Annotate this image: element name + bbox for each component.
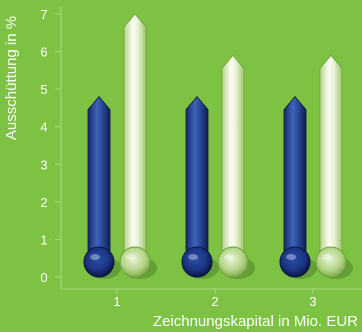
bar-bulb [279,246,311,278]
x-tick-label: 3 [309,294,316,309]
bar-light-3 [315,54,353,279]
y-tick-label: 6 [40,45,47,60]
bulb-highlight [188,254,198,260]
bar-stem [221,54,245,263]
y-tick-label: 4 [40,120,47,135]
x-axis-label: Zeichnungskapital in Mio. EUR [153,313,358,330]
bar-stem [283,96,307,263]
bar-bulb [119,246,151,278]
bulb-highlight [90,254,100,260]
y-tick-label: 3 [40,157,47,172]
bar-blue-3 [279,96,317,279]
bar-bulb [217,246,249,278]
bar-light-2 [217,54,255,279]
bar-bulb [181,246,213,278]
y-tick-label: 5 [40,82,47,97]
y-ticks: 0 1 2 3 4 5 6 7 [40,7,61,285]
y-tick-label: 2 [40,195,47,210]
y-tick-label: 7 [40,7,47,22]
bar-stem [185,96,209,263]
x-tick-label: 2 [211,294,218,309]
y-tick-label: 0 [40,270,47,285]
bar-bulb [315,246,347,278]
bar-light-1 [119,13,157,279]
x-tick-label: 1 [113,294,120,309]
bar-stem [87,96,111,263]
x-ticks: 1 2 3 [113,289,317,309]
bulb-highlight [286,254,296,260]
bulb-highlight [322,254,332,260]
bulb-highlight [126,254,136,260]
bulb-highlight [224,254,234,260]
bar-bulb [83,246,115,278]
bar-stem [123,13,147,263]
bar-stem [319,54,343,263]
bars [83,13,353,279]
y-axis-label: Ausschüttung in % [3,16,20,140]
bar-blue-2 [181,96,219,279]
bar-blue-1 [83,96,121,279]
y-tick-label: 1 [40,232,47,247]
